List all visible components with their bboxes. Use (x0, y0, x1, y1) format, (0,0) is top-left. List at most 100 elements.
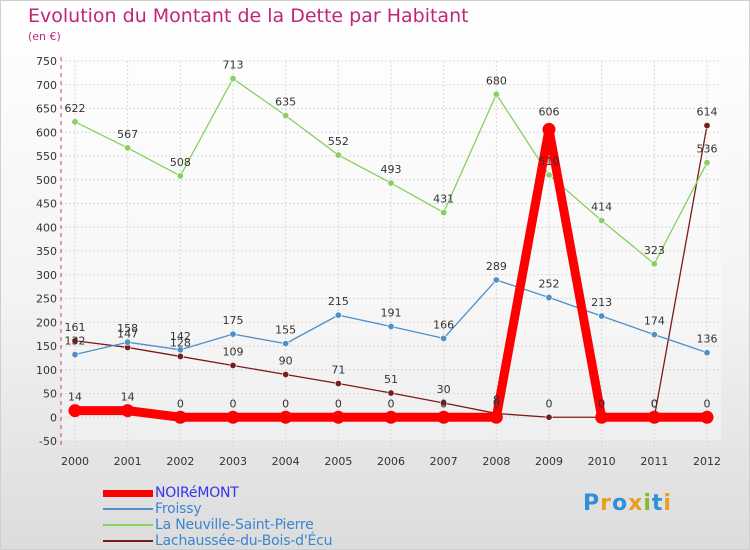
logo-letter: t (651, 491, 664, 516)
data-label-noir-mont: 0 (651, 397, 658, 410)
x-tick-label: 2011 (640, 455, 668, 468)
data-point-la-neuville-saint-pierre (650, 260, 658, 268)
legend-item-noiremont: NOIRéMONT (103, 485, 239, 501)
data-label-froissy: 132 (65, 335, 86, 348)
data-point-lachauss-e-du-bois-d-cu (71, 337, 79, 345)
y-tick-label: 550 (36, 150, 57, 163)
legend-swatch-la-neuville (103, 524, 153, 526)
data-point-la-neuville-saint-pierre (71, 118, 79, 126)
x-tick-label: 2005 (324, 455, 352, 468)
data-point-lachauss-e-du-bois-d-cu (545, 413, 553, 421)
data-point-lachauss-e-du-bois-d-cu (334, 380, 342, 388)
data-label-froissy: 191 (381, 307, 402, 320)
y-tick-label: 200 (36, 316, 57, 329)
y-tick-label: 350 (36, 245, 57, 258)
chart-title: Evolution du Montant de la Dette par Hab… (28, 5, 469, 27)
data-label-froissy: 166 (433, 318, 454, 331)
legend-label-lachaussee: Lachaussée-du-Bois-d'Écu (155, 533, 333, 549)
data-point-lachauss-e-du-bois-d-cu (387, 389, 395, 397)
data-label-froissy: 136 (697, 333, 718, 346)
data-label-froissy: 174 (644, 315, 665, 328)
data-point-noir-mont (489, 410, 503, 424)
y-tick-label: 500 (36, 174, 57, 187)
data-label-la-neuville-saint-pierre: 323 (644, 244, 665, 257)
data-label-la-neuville-saint-pierre: 622 (65, 102, 86, 115)
data-label-lachauss-e-du-bois-d-cu: 8 (493, 393, 500, 406)
data-label-noir-mont: 14 (121, 391, 135, 404)
data-point-froissy (282, 340, 290, 348)
legend-label-la-neuville: La Neuville-Saint-Pierre (155, 517, 314, 533)
data-label-layer: 14 14 0 0 0 0 0 0 0 606 0 0 0 132 158 142 175 155 215 191 16… (65, 59, 718, 411)
data-label-froissy: 142 (170, 330, 191, 343)
x-tick-label: 2007 (430, 455, 458, 468)
data-label-la-neuville-saint-pierre: 567 (117, 128, 138, 141)
data-point-la-neuville-saint-pierre (334, 151, 342, 159)
data-label-froissy: 155 (275, 324, 296, 337)
data-label-froissy: 215 (328, 295, 349, 308)
data-label-froissy: 252 (539, 278, 560, 291)
axis-layer: -500501001502002503003504004505005506006… (36, 55, 721, 468)
data-point-noir-mont (279, 410, 293, 424)
x-tick-label: 2010 (588, 455, 616, 468)
x-tick-label: 2006 (377, 455, 405, 468)
x-tick-label: 2003 (219, 455, 247, 468)
data-label-la-neuville-saint-pierre: 431 (433, 193, 454, 206)
data-point-froissy (71, 351, 79, 359)
logo-letter: i (663, 491, 672, 516)
data-label-la-neuville-saint-pierre: 508 (170, 156, 191, 169)
data-point-froissy (176, 346, 184, 354)
data-label-froissy: 175 (223, 314, 244, 327)
data-label-noir-mont: 0 (440, 397, 447, 410)
proxiti-logo: Proxiti (583, 491, 672, 516)
y-tick-label: 100 (36, 364, 57, 377)
y-tick-label: 600 (36, 126, 57, 139)
data-label-froissy: 158 (117, 322, 138, 335)
y-tick-label: 150 (36, 340, 57, 353)
data-label-la-neuville-saint-pierre: 680 (486, 74, 507, 87)
y-tick-label: 400 (36, 221, 57, 234)
y-tick-label: 50 (43, 388, 57, 401)
logo-letter: r (600, 491, 612, 516)
data-point-la-neuville-saint-pierre (387, 179, 395, 187)
x-tick-label: 2012 (693, 455, 721, 468)
data-label-noir-mont: 0 (598, 397, 605, 410)
data-point-lachauss-e-du-bois-d-cu (440, 399, 448, 407)
data-point-noir-mont (595, 410, 609, 424)
data-label-lachauss-e-du-bois-d-cu: 30 (437, 383, 451, 396)
data-label-lachauss-e-du-bois-d-cu: 0 (546, 397, 553, 410)
data-label-lachauss-e-du-bois-d-cu: 71 (331, 364, 345, 377)
data-label-la-neuville-saint-pierre: 414 (591, 201, 612, 214)
data-label-noir-mont: 0 (177, 397, 184, 410)
legend-label-froissy: Froissy (155, 501, 202, 517)
legend-swatch-lachaussee (103, 540, 153, 542)
data-label-noir-mont: 0 (230, 397, 237, 410)
x-tick-label: 2000 (61, 455, 89, 468)
data-point-froissy (598, 312, 606, 320)
data-point-froissy (440, 334, 448, 342)
data-label-lachauss-e-du-bois-d-cu: 0 (598, 397, 605, 410)
y-tick-label: 750 (36, 55, 57, 68)
data-point-la-neuville-saint-pierre (492, 90, 500, 98)
data-label-lachauss-e-du-bois-d-cu: 128 (170, 336, 191, 349)
data-point-lachauss-e-du-bois-d-cu (282, 370, 290, 378)
data-point-lachauss-e-du-bois-d-cu (703, 122, 711, 130)
data-label-froissy: 289 (486, 260, 507, 273)
data-point-noir-mont (68, 404, 82, 418)
data-point-noir-mont (331, 410, 345, 424)
y-tick-label: -50 (39, 435, 57, 448)
x-tick-label: 2001 (114, 455, 142, 468)
x-tick-label: 2009 (535, 455, 563, 468)
data-point-noir-mont (121, 404, 135, 418)
y-tick-label: 0 (50, 411, 57, 424)
data-point-la-neuville-saint-pierre (229, 75, 237, 83)
data-label-la-neuville-saint-pierre: 635 (275, 96, 296, 109)
data-label-noir-mont: 0 (335, 397, 342, 410)
data-label-noir-mont: 0 (282, 397, 289, 410)
data-point-froissy (334, 311, 342, 319)
data-point-la-neuville-saint-pierre (703, 159, 711, 167)
legend-item-froissy: Froissy (103, 501, 202, 517)
data-point-la-neuville-saint-pierre (124, 144, 132, 152)
data-point-froissy (229, 330, 237, 338)
